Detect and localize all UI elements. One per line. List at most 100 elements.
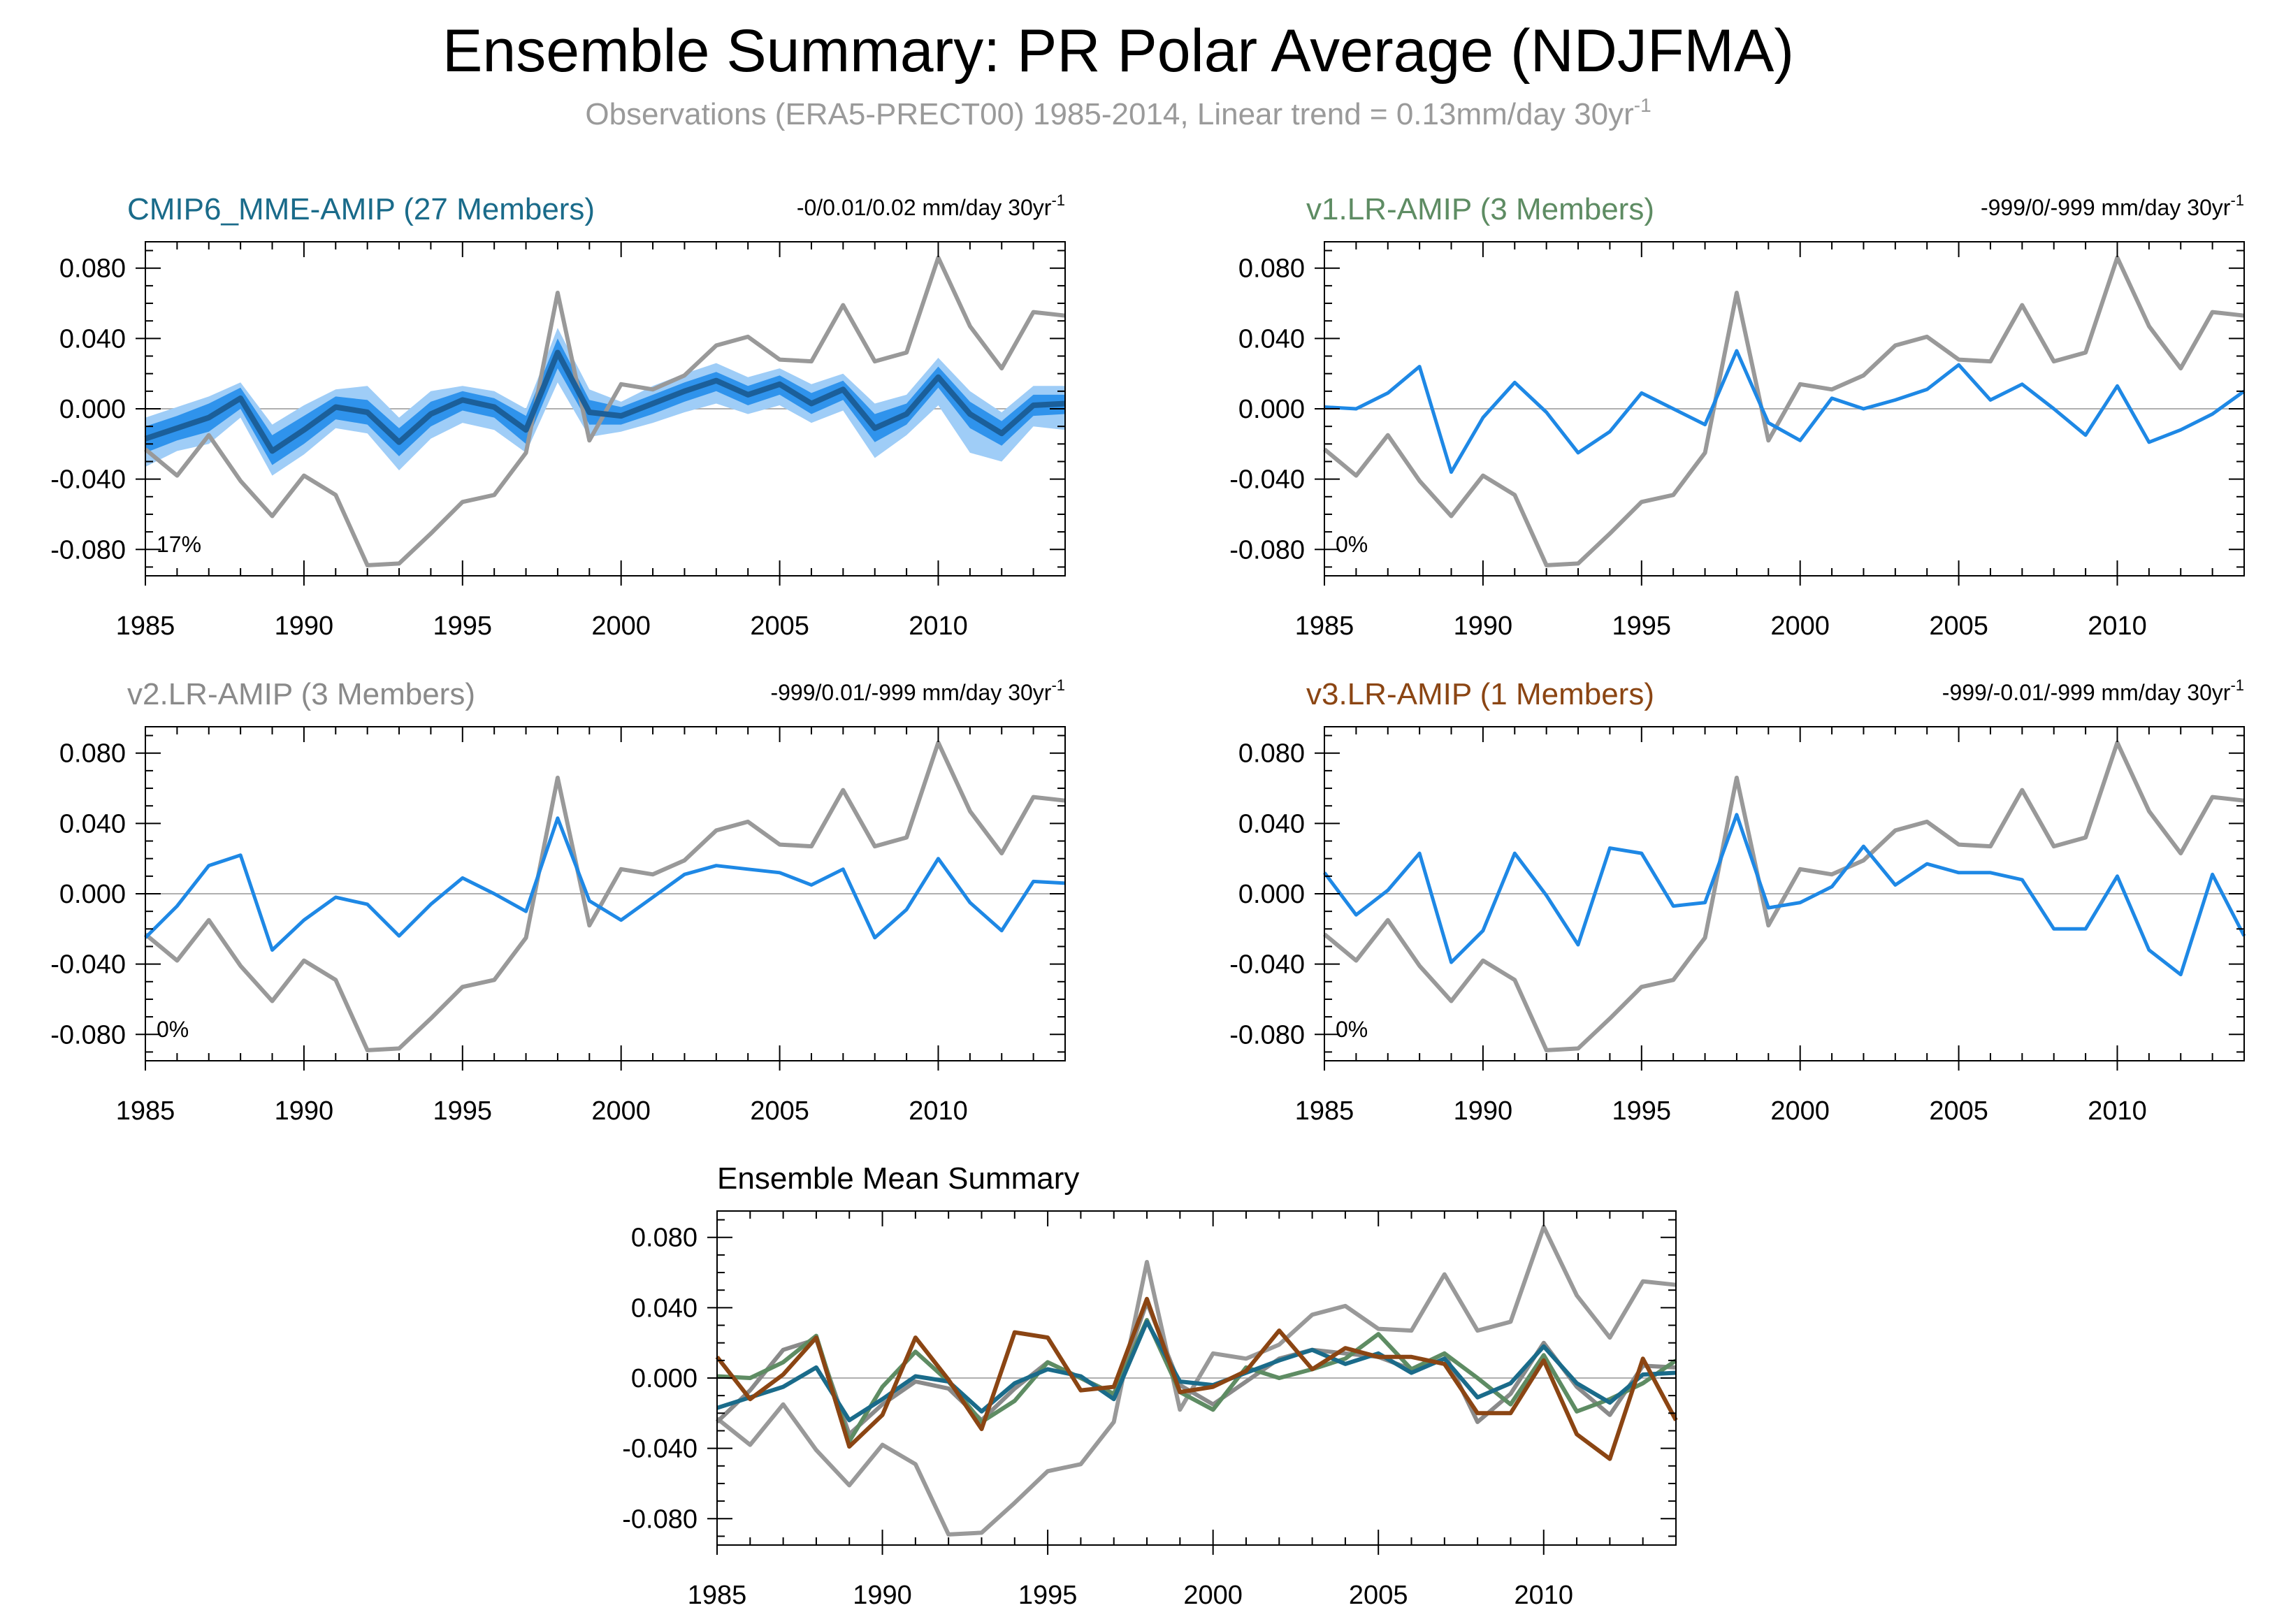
panel-v2: v2.LR-AMIP (3 Members) -999/0.01/-999 mm/…	[50, 676, 1066, 1126]
panel-v1: v1.LR-AMIP (3 Members) -999/0/-999 mm/day…	[1229, 191, 2246, 641]
y-tick-label: 0.000	[1238, 880, 1305, 909]
y-tick-label: -0.040	[1229, 465, 1305, 495]
x-tick-label: 1995	[1612, 611, 1672, 641]
observations-line-v3	[1323, 740, 2245, 1052]
x-tick-label: 1995	[1018, 1581, 1078, 1610]
y-tick-label: 0.080	[59, 739, 126, 769]
panel-v3: v3.LR-AMIP (1 Members) -999/-0.01/-999 mm…	[1229, 676, 2246, 1126]
x-tick-label: 1985	[1295, 611, 1354, 641]
y-tick-label: -0.080	[1229, 535, 1305, 565]
observations-line-v2	[144, 740, 1066, 1052]
x-tick-label: 1985	[116, 611, 175, 641]
x-tick-label: 2005	[1349, 1581, 1408, 1610]
x-tick-label: 2000	[1770, 611, 1830, 641]
panel-trend-cmip6: -0/0.01/0.02 mm/day 30yr-1	[797, 191, 1065, 220]
x-tick-label: 2000	[1770, 1096, 1830, 1126]
series-line-v1	[716, 1318, 1677, 1444]
panel-percent-v2: 0%	[157, 1017, 189, 1042]
y-tick-label: -0.040	[1229, 950, 1305, 980]
x-tick-label: 1995	[433, 611, 493, 641]
panel-title-v1: v1.LR-AMIP (3 Members)	[1306, 192, 1654, 226]
x-tick-label: 1990	[1454, 611, 1513, 641]
panel-percent-v1: 0%	[1336, 532, 1368, 557]
x-tick-label: 2010	[2088, 1096, 2147, 1126]
series-line-cmip6	[716, 1319, 1677, 1423]
model-line-v3	[1323, 813, 2246, 977]
x-tick-label: 1990	[275, 1096, 334, 1126]
x-tick-label: 2010	[909, 611, 968, 641]
y-tick-label: 0.040	[1238, 809, 1305, 839]
panel-title-summary: Ensemble Mean Summary	[717, 1161, 1079, 1196]
panel-trend-v1: -999/0/-999 mm/day 30yr-1	[1981, 191, 2244, 220]
x-tick-label: 1990	[1454, 1096, 1513, 1126]
spread-band-inner	[145, 338, 1065, 465]
x-tick-label: 1995	[433, 1096, 493, 1126]
y-tick-label: 0.080	[631, 1224, 697, 1253]
panel-trend-v3: -999/-0.01/-999 mm/day 30yr-1	[1942, 676, 2244, 705]
figure-title: Ensemble Summary: PR Polar Average (NDJF…	[442, 17, 1794, 85]
y-tick-label: 0.080	[1238, 254, 1305, 284]
panel-trend-sup-v3: -1	[2230, 676, 2244, 694]
y-tick-label: 0.000	[59, 880, 126, 909]
panel-trend-sup-v1: -1	[2230, 191, 2244, 209]
series-line-v2	[715, 1300, 1677, 1437]
panel-trend-text-v3: -999/-0.01/-999 mm/day 30yr	[1942, 680, 2231, 705]
y-tick-label: -0.080	[50, 535, 126, 565]
panel-trend-sup-v2: -1	[1051, 676, 1065, 694]
x-tick-label: 1985	[1295, 1096, 1354, 1126]
panel-percent-v3: 0%	[1336, 1017, 1368, 1042]
y-tick-label: 0.040	[59, 324, 126, 354]
y-tick-label: 0.000	[59, 395, 126, 424]
x-tick-label: 2005	[1929, 1096, 1988, 1126]
y-tick-label: -0.080	[1229, 1020, 1305, 1050]
spread-band-outer	[145, 328, 1065, 476]
y-tick-label: 0.040	[631, 1293, 697, 1323]
panel-summary: Ensemble Mean Summary 1985 1990 1995 2000 200…	[622, 1161, 1678, 1610]
x-tick-label: 2000	[591, 1096, 651, 1126]
panel-trend-sup-cmip6: -1	[1051, 191, 1065, 209]
panel-trend-text-v1: -999/0/-999 mm/day 30yr	[1981, 195, 2231, 220]
x-tick-label: 1990	[275, 611, 334, 641]
y-tick-label: -0.080	[50, 1020, 126, 1050]
panel-title-v3: v3.LR-AMIP (1 Members)	[1306, 677, 1654, 711]
x-tick-label: 2010	[909, 1096, 968, 1126]
x-tick-label: 1985	[688, 1581, 747, 1610]
panel-title-cmip6: CMIP6_MME-AMIP (27 Members)	[127, 192, 595, 226]
panel-trend-v2: -999/0.01/-999 mm/day 30yr-1	[770, 676, 1065, 705]
x-tick-label: 2000	[591, 611, 651, 641]
observations-line-v1	[1323, 255, 2245, 567]
y-tick-label: 0.000	[1238, 395, 1305, 424]
x-tick-label: 1990	[853, 1581, 912, 1610]
y-tick-label: 0.000	[631, 1364, 697, 1393]
chart-panels: CMIP6_MME-AMIP (27 Members) -0/0.01/0.02 …	[50, 191, 2246, 1610]
panel-trend-text-cmip6: -0/0.01/0.02 mm/day 30yr	[797, 195, 1052, 220]
x-tick-label: 1985	[116, 1096, 175, 1126]
panel-trend-text-v2: -999/0.01/-999 mm/day 30yr	[770, 680, 1051, 705]
x-tick-label: 2010	[2088, 611, 2147, 641]
panel-title-v2: v2.LR-AMIP (3 Members)	[127, 677, 475, 711]
x-tick-label: 1995	[1612, 1096, 1672, 1126]
y-tick-label: -0.040	[50, 950, 126, 980]
figure-subtitle-text: Observations (ERA5-PRECT00) 1985-2014, L…	[585, 97, 1633, 131]
ensemble-mean-line-cmip6	[144, 349, 1066, 454]
y-tick-label: -0.040	[622, 1435, 697, 1464]
y-tick-label: 0.080	[1238, 739, 1305, 769]
x-tick-label: 2000	[1183, 1581, 1243, 1610]
model-line-v2	[144, 816, 1066, 952]
panel-percent-cmip6: 17%	[157, 532, 201, 557]
x-tick-label: 2005	[750, 1096, 809, 1126]
x-tick-label: 2005	[1929, 611, 1988, 641]
figure-subtitle-sup: -1	[1634, 94, 1651, 116]
x-tick-label: 2010	[1514, 1581, 1573, 1610]
x-tick-label: 2005	[750, 611, 809, 641]
model-line-v1	[1324, 349, 2246, 474]
y-tick-label: -0.040	[50, 465, 126, 495]
series-line-v3	[715, 1296, 1678, 1461]
y-tick-label: -0.080	[622, 1505, 697, 1534]
panel-cmip6: CMIP6_MME-AMIP (27 Members) -0/0.01/0.02 …	[50, 191, 1066, 641]
y-tick-label: 0.080	[59, 254, 126, 284]
figure-subtitle: Observations (ERA5-PRECT00) 1985-2014, L…	[585, 94, 1651, 131]
y-tick-label: 0.040	[1238, 324, 1305, 354]
y-tick-label: 0.040	[59, 809, 126, 839]
